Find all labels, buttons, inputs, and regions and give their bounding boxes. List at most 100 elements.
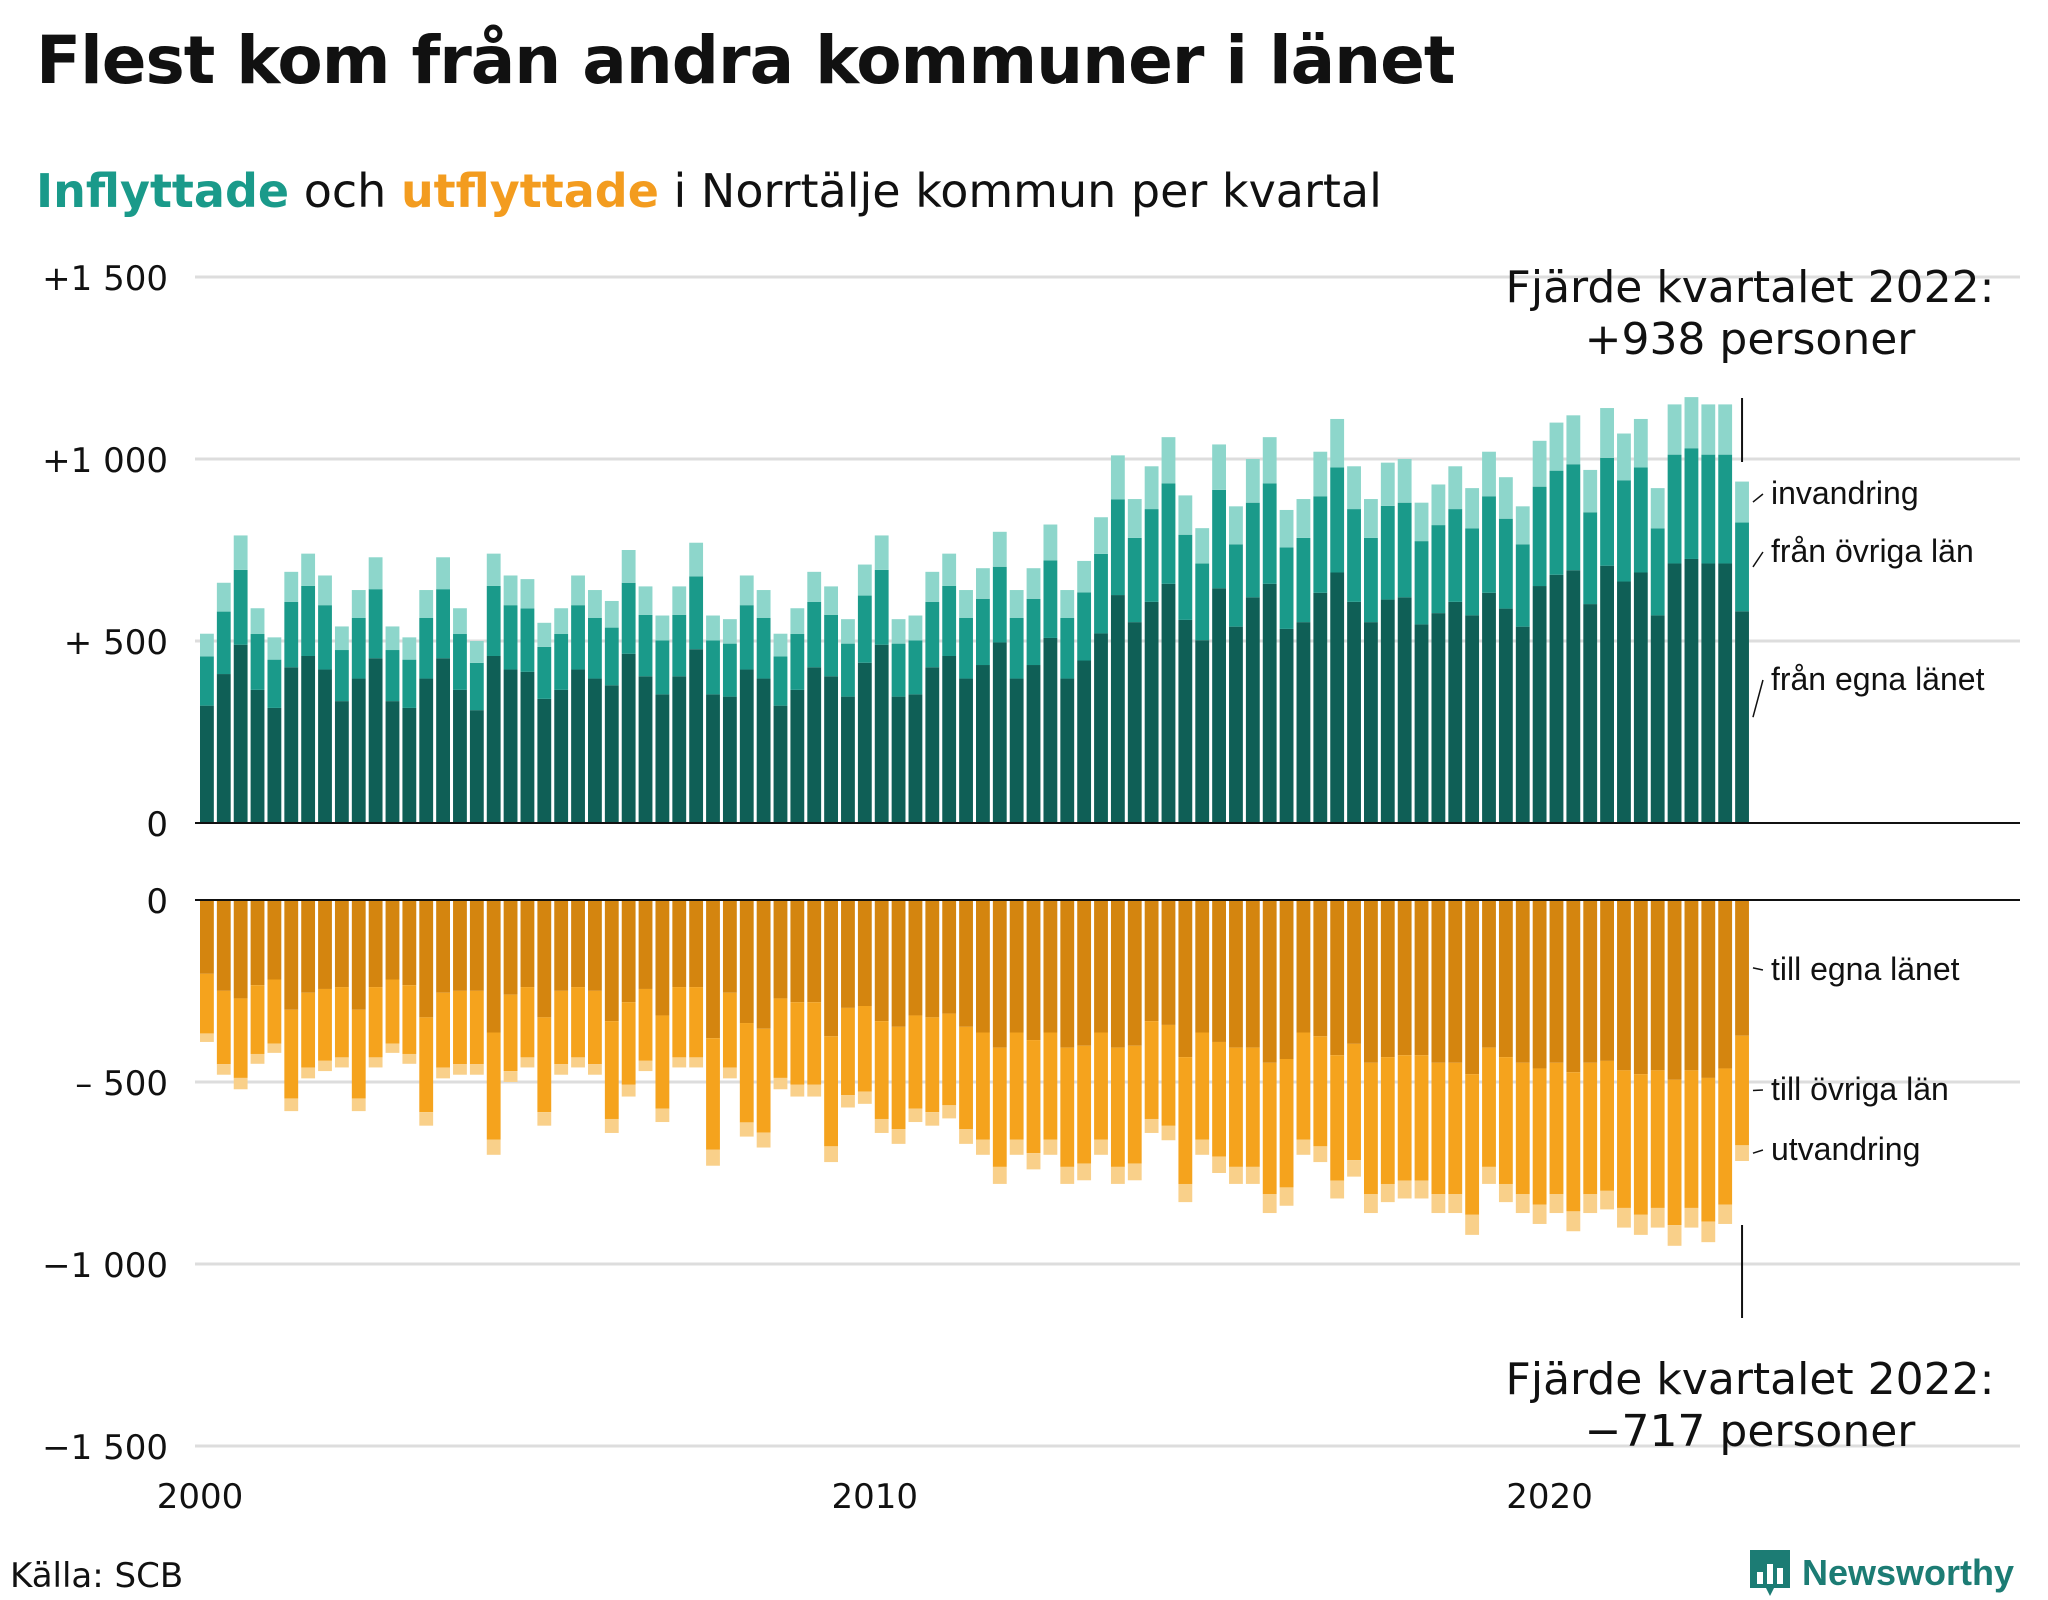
bar-in-ovriga [318,605,332,670]
bar-out-ovriga [1617,1070,1631,1208]
bar-in-ovriga [807,601,822,668]
bar-out-egna [1380,900,1395,1058]
bar-in-egna [267,707,282,823]
bar-out-ovriga [284,1009,299,1099]
bar-out-ovriga [1009,1032,1024,1140]
label-till-ovriga-lan: till övriga län [1771,1071,1949,1107]
bar-out-ovriga [469,990,484,1065]
bar-out-utvandring [1279,1187,1294,1206]
bar-out-utvandring [604,1118,619,1133]
bar-out-ovriga [706,1038,720,1150]
bar-in-ovriga [1431,525,1446,614]
bar-out-egna [1718,900,1733,1069]
bar-out-ovriga [250,985,265,1054]
bar-in-invandring [1262,437,1277,484]
bar-out-egna [1077,900,1092,1046]
inflow-bars [200,397,1749,823]
bar-out-ovriga [1414,1055,1429,1181]
grid-lines [195,275,2020,1448]
label-fran-egna-lanet: från egna länet [1771,661,1985,697]
bar-out-utvandring [1364,1194,1378,1214]
bar-out-ovriga [1482,1047,1496,1167]
bar-in-invandring [706,615,720,641]
bar-in-egna [638,676,653,823]
bar-out-egna [1617,900,1631,1071]
bar-in-ovriga [908,640,923,695]
bar-in-ovriga [1178,534,1193,620]
bar-in-ovriga [554,634,569,690]
bar-in-invandring [200,633,214,657]
bar-out-utvandring [1347,1160,1361,1177]
bar-in-egna [1684,558,1699,823]
bar-out-ovriga [436,992,450,1068]
bar-in-invandring [976,568,990,599]
bar-out-utvandring [925,1112,940,1126]
bar-out-egna [1110,900,1125,1048]
bar-out-utvandring [1448,1194,1463,1214]
bar-in-ovriga [1094,553,1108,634]
bar-out-ovriga [1245,1047,1260,1167]
bar-out-utvandring [554,1064,569,1075]
bar-in-egna [469,710,484,823]
bar-in-ovriga [1144,509,1159,602]
bar-out-ovriga [891,1026,906,1130]
bar-out-egna [824,900,838,1037]
bar-in-invandring [756,590,771,618]
label-utvandring-leader [1752,1149,1764,1154]
bar-out-egna [1330,900,1345,1056]
bar-out-ovriga [756,1028,771,1133]
bar-in-ovriga [1245,502,1260,598]
bar-out-utvandring [1077,1163,1092,1181]
bar-out-egna [520,900,535,988]
bar-out-egna [604,900,619,1022]
bar-in-invandring [1043,524,1058,561]
bar-in-egna [604,685,619,823]
bar-out-ovriga [334,987,349,1058]
bar-out-utvandring [216,1064,231,1075]
bar-out-utvandring [1009,1139,1024,1155]
bar-out-egna [1667,900,1682,1080]
bar-in-ovriga [436,589,450,659]
bar-in-ovriga [1515,544,1530,627]
bar-out-egna [1026,900,1041,1041]
bar-in-ovriga [1498,518,1513,609]
bar-in-ovriga [1229,544,1243,627]
bar-in-egna [1532,586,1547,823]
annotation-bottom-line2: −717 personer [1585,1406,1917,1457]
bar-out-utvandring [976,1139,990,1155]
bar-in-ovriga [824,614,838,677]
bar-in-ovriga [200,656,214,706]
bar-in-invandring [1077,560,1092,593]
annotations: från egna länet från övriga län invandring… [1506,262,1995,1457]
bar-out-egna [571,900,585,988]
bar-in-invandring [1498,477,1513,519]
bar-out-egna [1009,900,1024,1033]
bar-out-egna [672,900,687,988]
bar-out-egna [790,900,805,1003]
bar-in-invandring [1414,502,1429,542]
bar-out-ovriga [1498,1057,1513,1184]
bar-in-invandring [1144,466,1159,510]
bar-out-ovriga [638,988,653,1061]
bar-out-ovriga [419,1017,434,1113]
bar-in-egna [1617,581,1631,823]
bar-out-egna [942,900,957,1014]
bar-in-invandring [908,615,923,641]
bar-out-utvandring [1718,1204,1733,1224]
bar-in-ovriga [419,618,434,679]
bar-in-egna [200,705,214,823]
bar-in-ovriga [1009,618,1024,679]
bar-in-egna [1127,622,1142,823]
bar-out-egna [1364,900,1378,1063]
bar-in-ovriga [1313,496,1328,593]
bar-in-invandring [1617,433,1631,481]
bar-out-ovriga [1532,1068,1547,1205]
bar-in-egna [1633,572,1648,823]
bar-out-egna [250,900,265,986]
bar-in-egna [1313,592,1328,823]
bar-out-egna [1195,900,1210,1033]
bar-out-ovriga [1600,1060,1614,1191]
bar-in-invandring [453,608,467,635]
bar-out-utvandring [756,1132,771,1148]
bar-in-egna [925,667,940,823]
